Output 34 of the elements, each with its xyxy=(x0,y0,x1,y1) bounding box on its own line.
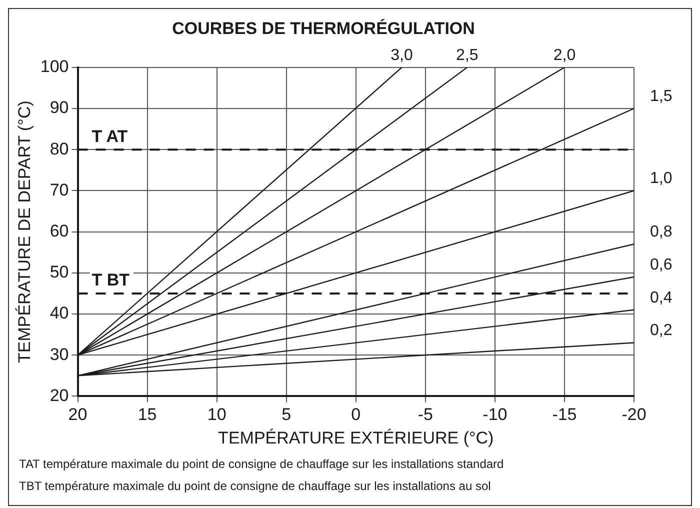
series-label: 2,0 xyxy=(553,46,576,64)
x-tick-label: 0 xyxy=(351,405,361,424)
series-label: 0,6 xyxy=(650,256,672,274)
x-tick-label: 5 xyxy=(282,405,292,424)
series-label: 0,8 xyxy=(650,224,672,241)
x-tick-label: 15 xyxy=(138,405,157,424)
text: TAT température maximale du point de consigne de chauffage sur les installations standard xyxy=(19,456,505,473)
y-tick-label: 20 xyxy=(50,386,69,405)
y-tick-label: 60 xyxy=(50,221,69,240)
series-label: 3,0 xyxy=(390,46,413,64)
y-tick-label: 100 xyxy=(40,57,69,76)
x-tick-label: 10 xyxy=(207,405,226,424)
x-tick-label: -15 xyxy=(552,405,577,424)
y-tick-label: 40 xyxy=(50,304,69,323)
x-tick-label: -20 xyxy=(622,405,646,424)
y-axis-title: TEMPÉRATURE DE DEPART (°C) xyxy=(14,100,34,364)
series-label: 0,2 xyxy=(650,322,672,340)
x-axis-title: TEMPÉRATURE EXTÉRIEURE (°C) xyxy=(218,428,494,448)
chart-title: COURBES DE THERMORÉGULATION xyxy=(172,18,475,38)
x-tick-label: -10 xyxy=(482,405,508,424)
y-tick-label: 30 xyxy=(50,344,69,364)
series-label: 0,4 xyxy=(650,289,672,306)
y-tick-label: 90 xyxy=(50,98,69,118)
series-label: 1,0 xyxy=(650,170,672,188)
x-tick-label: -5 xyxy=(418,405,433,424)
series-label: 1,5 xyxy=(650,88,672,105)
y-tick-label: 80 xyxy=(50,139,69,158)
ref-line-label: T AT xyxy=(92,126,128,146)
x-tick-label: 20 xyxy=(68,405,88,424)
y-tick-label: 70 xyxy=(50,180,69,200)
y-tick-label: 50 xyxy=(50,262,69,282)
text: TBT température maximale du point de consigne de chauffage sur les installations au sol xyxy=(19,478,492,495)
ref-line-label: T BT xyxy=(92,270,130,290)
series-label: 2,5 xyxy=(456,46,478,64)
